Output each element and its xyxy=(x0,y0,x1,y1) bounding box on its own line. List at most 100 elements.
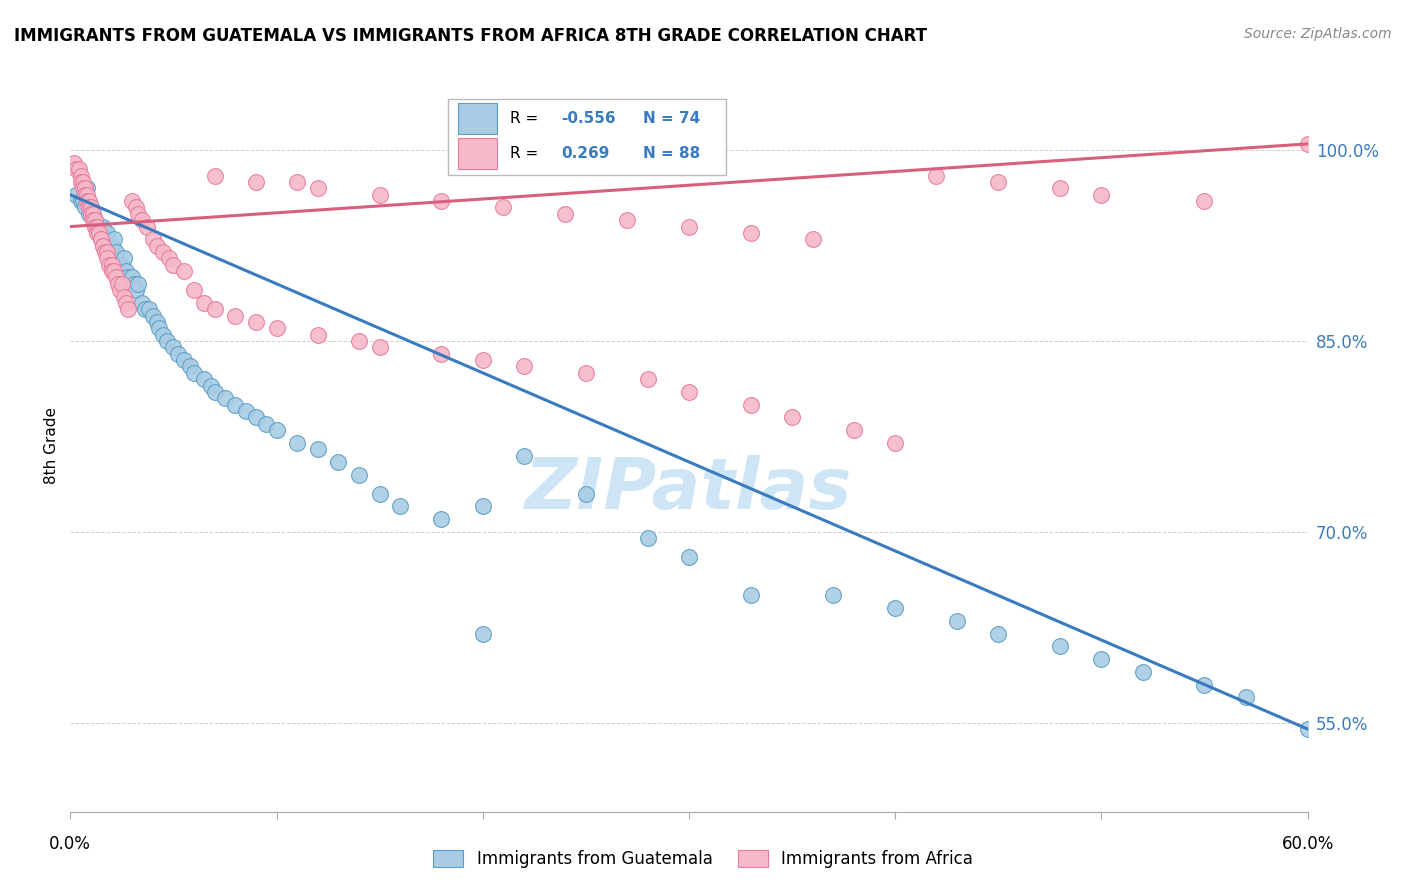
Point xyxy=(492,201,515,215)
Point xyxy=(678,219,700,234)
Point xyxy=(157,252,180,266)
Point xyxy=(77,207,100,221)
Point xyxy=(89,226,111,240)
Point xyxy=(842,423,865,437)
Point xyxy=(142,232,165,246)
Point xyxy=(122,277,145,291)
Point xyxy=(1090,652,1112,666)
Text: 60.0%: 60.0% xyxy=(1281,835,1334,853)
Point xyxy=(575,486,598,500)
Point xyxy=(148,321,170,335)
Point xyxy=(430,194,453,208)
Text: ZIPatlas: ZIPatlas xyxy=(526,456,852,524)
Point xyxy=(90,232,112,246)
Point xyxy=(266,321,288,335)
Point xyxy=(76,181,98,195)
Point xyxy=(89,219,111,234)
Point xyxy=(121,270,143,285)
Point xyxy=(214,392,236,406)
Point xyxy=(73,187,96,202)
Point xyxy=(162,258,184,272)
Point xyxy=(96,252,118,266)
Point xyxy=(80,201,103,215)
Point xyxy=(368,486,391,500)
Point xyxy=(73,201,96,215)
Point xyxy=(72,181,94,195)
Point xyxy=(103,264,125,278)
Point xyxy=(117,270,139,285)
Point xyxy=(156,334,179,348)
Point xyxy=(111,258,134,272)
Point xyxy=(224,309,246,323)
Point xyxy=(127,277,149,291)
Point xyxy=(200,378,222,392)
Point xyxy=(884,435,907,450)
Point xyxy=(471,500,494,514)
Point xyxy=(173,353,195,368)
Point xyxy=(179,359,201,374)
Text: 0.0%: 0.0% xyxy=(49,835,91,853)
Point xyxy=(987,626,1010,640)
Point xyxy=(575,366,598,380)
Point xyxy=(131,213,153,227)
Point xyxy=(134,302,156,317)
Point xyxy=(82,207,104,221)
Point xyxy=(80,201,103,215)
Point xyxy=(84,213,107,227)
Point xyxy=(86,219,108,234)
Text: IMMIGRANTS FROM GUATEMALA VS IMMIGRANTS FROM AFRICA 8TH GRADE CORRELATION CHART: IMMIGRANTS FROM GUATEMALA VS IMMIGRANTS … xyxy=(14,27,927,45)
Point xyxy=(471,353,494,368)
Point xyxy=(471,626,494,640)
Point xyxy=(285,435,308,450)
Point xyxy=(91,238,114,252)
Point xyxy=(146,315,169,329)
FancyBboxPatch shape xyxy=(457,138,498,169)
Point xyxy=(103,232,125,246)
Point xyxy=(183,283,205,297)
Point xyxy=(637,372,659,386)
Point xyxy=(235,404,257,418)
Point xyxy=(678,550,700,565)
Point xyxy=(131,296,153,310)
Point xyxy=(142,309,165,323)
Point xyxy=(368,187,391,202)
Point xyxy=(77,194,100,208)
Point xyxy=(96,245,118,260)
Point xyxy=(100,238,122,252)
Point xyxy=(347,467,370,482)
Point xyxy=(1132,665,1154,679)
Point xyxy=(65,187,87,202)
Point xyxy=(740,589,762,603)
Point xyxy=(347,334,370,348)
Point xyxy=(90,226,112,240)
Point xyxy=(946,614,969,628)
Point xyxy=(96,226,118,240)
Point xyxy=(740,398,762,412)
Point xyxy=(513,359,536,374)
Point xyxy=(100,264,122,278)
Point xyxy=(987,175,1010,189)
Point xyxy=(166,347,188,361)
Point xyxy=(80,207,103,221)
Point xyxy=(368,340,391,354)
Point xyxy=(1194,194,1216,208)
Point xyxy=(285,175,308,189)
Point xyxy=(637,531,659,545)
Point xyxy=(554,207,576,221)
Point xyxy=(307,442,329,457)
Point xyxy=(1090,187,1112,202)
Point xyxy=(104,245,127,260)
Point xyxy=(1049,640,1071,654)
Text: N = 74: N = 74 xyxy=(643,111,700,126)
Point xyxy=(801,232,824,246)
Point xyxy=(254,417,277,431)
Point xyxy=(82,213,104,227)
Point xyxy=(204,169,226,183)
Point xyxy=(224,398,246,412)
Text: R =: R = xyxy=(509,111,543,126)
Point xyxy=(72,175,94,189)
Point xyxy=(307,327,329,342)
Point xyxy=(73,181,96,195)
Point xyxy=(389,500,412,514)
Point xyxy=(884,601,907,615)
